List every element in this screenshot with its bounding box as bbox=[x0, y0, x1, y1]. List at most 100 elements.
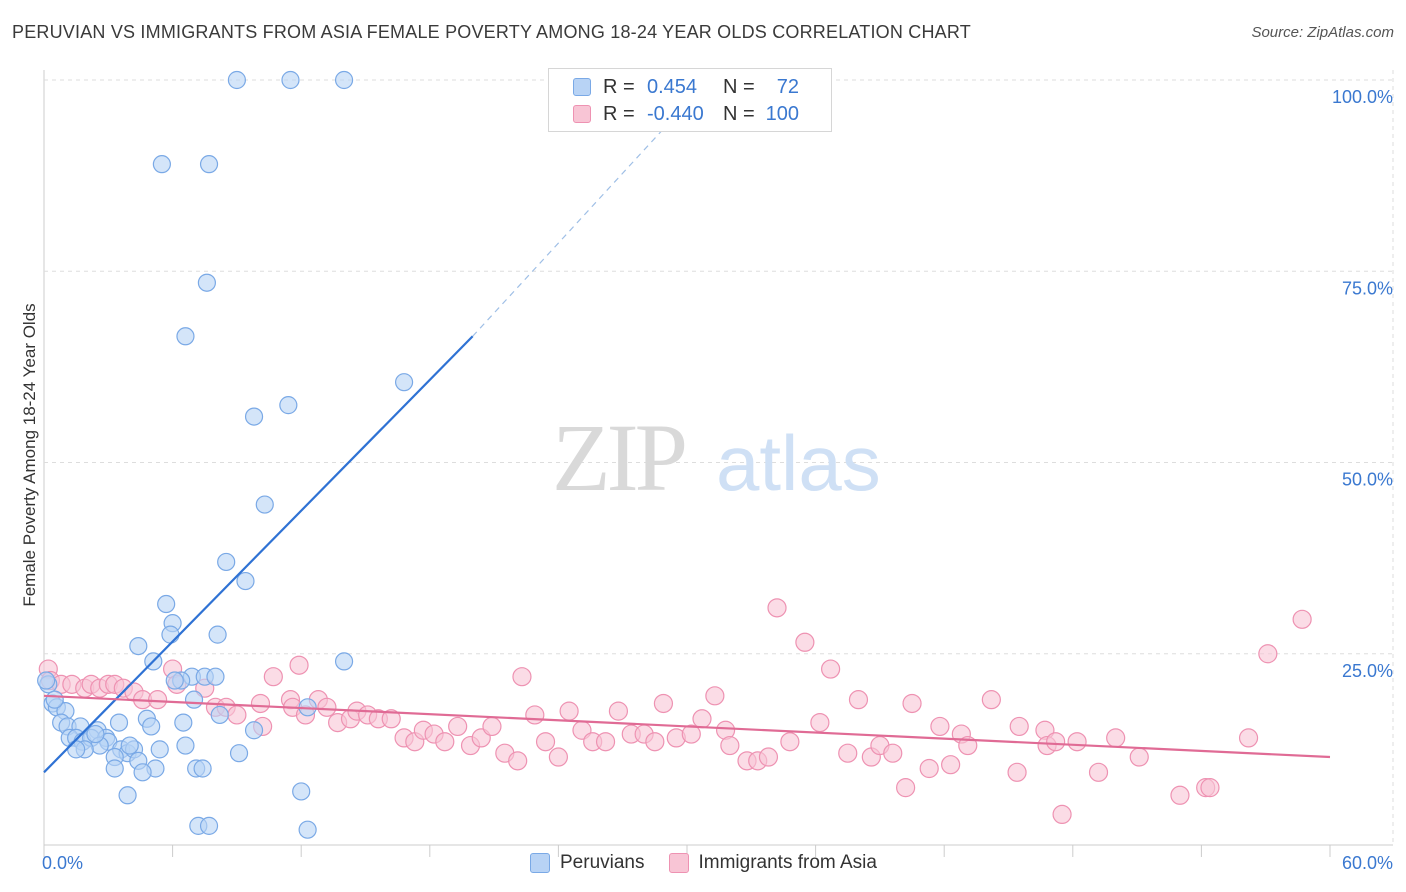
peruvian-point bbox=[255, 495, 274, 514]
asia-point bbox=[535, 732, 556, 752]
x-ticks bbox=[43, 845, 1331, 857]
peruvian-point bbox=[244, 407, 264, 426]
peruvian-point bbox=[45, 690, 64, 709]
asia-point bbox=[838, 743, 858, 763]
peruvian-point bbox=[199, 155, 219, 174]
peruvian-point bbox=[244, 721, 264, 740]
legend-n-label: N = bbox=[723, 75, 755, 98]
x-tick-label-max: 60.0% bbox=[1342, 853, 1393, 873]
asia-point bbox=[147, 690, 168, 710]
asia-point bbox=[720, 735, 740, 756]
asia-point bbox=[653, 693, 674, 714]
y-tick-label: 75.0% bbox=[1342, 278, 1393, 298]
asia-point bbox=[1106, 728, 1126, 748]
asia-point bbox=[1292, 609, 1312, 629]
legend-row-peruvians: R = 0.454 N = 72 bbox=[573, 74, 799, 100]
asia-point bbox=[883, 743, 903, 763]
asia-point bbox=[919, 758, 939, 779]
peruvian-points bbox=[37, 70, 414, 839]
asia-point bbox=[559, 701, 579, 721]
series-legend: Peruvians Immigrants from Asia bbox=[530, 852, 901, 874]
asia-points bbox=[38, 598, 1312, 825]
series-legend-asia: Immigrants from Asia bbox=[668, 852, 877, 874]
y-tick-labels: 100.0% 75.0% 50.0% 25.0% bbox=[1332, 87, 1393, 681]
y-tick-label: 100.0% bbox=[1332, 87, 1393, 107]
peruvian-point bbox=[105, 759, 124, 778]
asia-point bbox=[227, 705, 247, 725]
asia-point bbox=[705, 686, 725, 706]
asia-point bbox=[896, 778, 916, 798]
asia-point bbox=[317, 697, 337, 717]
peruvian-point bbox=[208, 625, 227, 644]
peruvian-point bbox=[150, 740, 169, 759]
watermark-zip: ZIP bbox=[552, 404, 685, 511]
peruvian-point bbox=[210, 705, 229, 725]
legend-n-label: N = bbox=[723, 102, 755, 125]
x-tick-label-min: 0.0% bbox=[42, 853, 83, 873]
asia-point bbox=[548, 747, 569, 767]
asia-point bbox=[692, 709, 712, 729]
asia-point bbox=[780, 732, 800, 752]
asia-point bbox=[758, 747, 779, 767]
peruvian-point bbox=[298, 820, 317, 839]
asia-point bbox=[608, 701, 629, 721]
asia-point bbox=[1200, 778, 1220, 798]
peruvian-point bbox=[184, 690, 204, 709]
peruvian-point bbox=[394, 373, 414, 392]
asia-point bbox=[810, 712, 830, 733]
asia-point bbox=[930, 716, 950, 737]
asia-point bbox=[941, 755, 961, 775]
peruvian-point bbox=[176, 327, 195, 346]
legend-r-label: R = bbox=[603, 102, 635, 125]
peruvian-point bbox=[197, 273, 216, 292]
trend-lines bbox=[43, 79, 1331, 774]
y-tick-label: 50.0% bbox=[1342, 470, 1393, 490]
asia-point bbox=[1129, 747, 1149, 767]
asia-point bbox=[1052, 804, 1072, 825]
asia-point bbox=[1170, 785, 1190, 805]
asia-point bbox=[595, 732, 616, 752]
peruvian-point bbox=[37, 671, 56, 690]
peruvian-point bbox=[165, 671, 184, 690]
asia-point bbox=[1258, 644, 1278, 664]
asia-point bbox=[848, 690, 869, 710]
peruvian-point bbox=[206, 667, 225, 686]
legend-row-asia: R = -0.440 N = 100 bbox=[573, 101, 799, 127]
asia-point bbox=[902, 693, 922, 714]
asia-point bbox=[1009, 716, 1029, 737]
peruvian-point bbox=[279, 396, 298, 415]
peruvian-point bbox=[236, 571, 255, 591]
peruvian-point bbox=[199, 816, 219, 835]
asia-point bbox=[681, 724, 701, 744]
series-swatch-peruvians bbox=[530, 853, 550, 873]
legend-r-value: 0.454 bbox=[647, 75, 698, 98]
peruvian-point bbox=[161, 625, 180, 644]
peruvian-point bbox=[118, 786, 137, 805]
peruvian-point bbox=[109, 713, 129, 732]
asia-point bbox=[512, 667, 532, 687]
peruvian-point bbox=[227, 70, 246, 90]
asia-point bbox=[821, 659, 841, 679]
asia-point bbox=[525, 705, 545, 725]
peruvian-point bbox=[174, 713, 193, 732]
series-label-peruvians: Peruvians bbox=[560, 852, 645, 873]
asia-point bbox=[1088, 762, 1109, 782]
asia-point bbox=[1046, 732, 1066, 752]
peruvian-point bbox=[120, 736, 139, 755]
asia-point bbox=[1007, 762, 1027, 782]
peruvian-point bbox=[142, 717, 161, 736]
asia-point bbox=[289, 655, 309, 675]
legend-swatch-asia bbox=[573, 105, 591, 123]
peruvian-point bbox=[176, 736, 195, 755]
peruvian-point bbox=[217, 552, 236, 572]
series-legend-peruvians: Peruvians bbox=[530, 852, 645, 874]
peruvian-point bbox=[193, 759, 212, 778]
asia-point bbox=[1067, 732, 1087, 752]
watermark-atlas: atlas bbox=[716, 419, 881, 507]
asia-point bbox=[981, 690, 1001, 710]
series-label-asia: Immigrants from Asia bbox=[698, 852, 877, 873]
peruvian-point bbox=[229, 744, 249, 763]
peruvian-point bbox=[334, 652, 354, 671]
legend-n-value: 72 bbox=[776, 75, 799, 98]
